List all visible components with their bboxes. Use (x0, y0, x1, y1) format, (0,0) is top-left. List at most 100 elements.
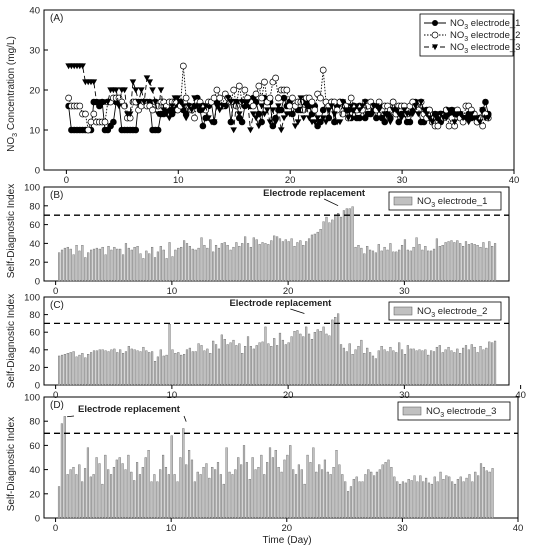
bar (116, 352, 119, 386)
panel-label: (B) (50, 190, 63, 201)
bar (305, 326, 308, 386)
bar (425, 477, 428, 519)
bar (104, 254, 107, 282)
data-point-electrode-3 (420, 107, 428, 114)
panel-b-ylabel: Self-Diagnostic Index (6, 184, 17, 279)
bar (493, 340, 497, 386)
bar (92, 248, 96, 282)
bar (445, 475, 448, 519)
bar (493, 243, 497, 282)
bar (467, 244, 470, 282)
bar (173, 474, 176, 519)
bar (252, 348, 255, 386)
bar (244, 236, 247, 282)
bar (267, 244, 270, 282)
bar (255, 239, 258, 282)
bar (171, 349, 174, 386)
bar (211, 467, 214, 519)
y-tick-label: 60 (29, 441, 40, 452)
panel-label: (D) (50, 400, 64, 411)
bar (212, 251, 215, 282)
data-point-electrode-3 (244, 99, 251, 106)
bar (459, 243, 462, 282)
bar (366, 246, 369, 282)
data-point-electrode-3 (129, 79, 137, 86)
bar (200, 237, 203, 282)
data-point-electrode-3 (322, 119, 330, 126)
annotation-label: Electrode replacement (263, 188, 366, 199)
data-point-electrode-3 (473, 115, 481, 122)
bar (264, 326, 267, 386)
bar (124, 469, 127, 519)
data-point-electrode-3 (336, 119, 344, 126)
bar (133, 246, 136, 282)
bar (409, 348, 412, 386)
bar (322, 221, 325, 282)
bar (485, 347, 488, 386)
bar (193, 481, 196, 519)
bar (360, 339, 363, 386)
bar (357, 245, 360, 282)
bar (180, 354, 183, 386)
bar (335, 450, 338, 519)
legend-swatch (393, 196, 413, 206)
panel-c-ylabel: Self-Diagnostic Index (6, 294, 17, 389)
bar (274, 450, 277, 519)
panel-a: NO3 Concentration (mg/L) 0 10 20 30 40 0 10 20 3… (6, 6, 520, 187)
bar (139, 253, 142, 282)
bar (142, 346, 145, 386)
bar (214, 469, 217, 519)
bar (316, 329, 319, 386)
bar (430, 350, 433, 386)
bar (410, 480, 413, 519)
data-point-electrode-2 (266, 94, 274, 102)
bar (83, 468, 87, 519)
bar (246, 243, 250, 282)
data-point-electrode-2 (272, 74, 279, 82)
legend-label: NO3 electrode_2 (417, 306, 487, 319)
data-point-electrode-3 (263, 107, 271, 114)
bar (281, 339, 284, 386)
data-point-electrode-2 (347, 94, 355, 102)
bar (305, 241, 308, 282)
bar (191, 351, 194, 386)
data-point-electrode-2 (286, 102, 293, 110)
bar (124, 243, 128, 282)
y-tick-label: 20 (29, 86, 40, 97)
data-point-electrode-3 (423, 111, 431, 118)
bar (320, 469, 324, 519)
data-point-electrode-3 (157, 87, 165, 94)
bar (87, 354, 90, 386)
bar (248, 479, 251, 519)
bar (130, 348, 133, 386)
bar (462, 481, 465, 519)
data-point-electrode-3 (221, 103, 229, 110)
x-tick-label: 30 (399, 286, 410, 297)
panel-label: (C) (50, 300, 64, 311)
legend-label: NO3 electrode_1 (417, 196, 487, 209)
bar (72, 467, 75, 519)
data-point-electrode-2 (191, 114, 198, 122)
data-point-electrode-3 (227, 99, 235, 106)
x-tick-label: 40 (513, 523, 524, 534)
bar (159, 469, 162, 519)
bar (465, 477, 468, 519)
bar (110, 349, 113, 386)
bar (284, 239, 287, 282)
bar (92, 474, 95, 519)
bar (485, 470, 488, 519)
bar (176, 481, 179, 519)
bar (448, 476, 451, 519)
bar (133, 480, 136, 519)
bar (203, 245, 206, 282)
bar (112, 467, 116, 519)
bar (473, 346, 476, 386)
bar (482, 467, 485, 519)
data-point-electrode-1 (199, 122, 207, 130)
bar (377, 244, 380, 282)
bar (229, 249, 232, 282)
bar (389, 346, 392, 386)
data-point-electrode-3 (417, 99, 425, 106)
